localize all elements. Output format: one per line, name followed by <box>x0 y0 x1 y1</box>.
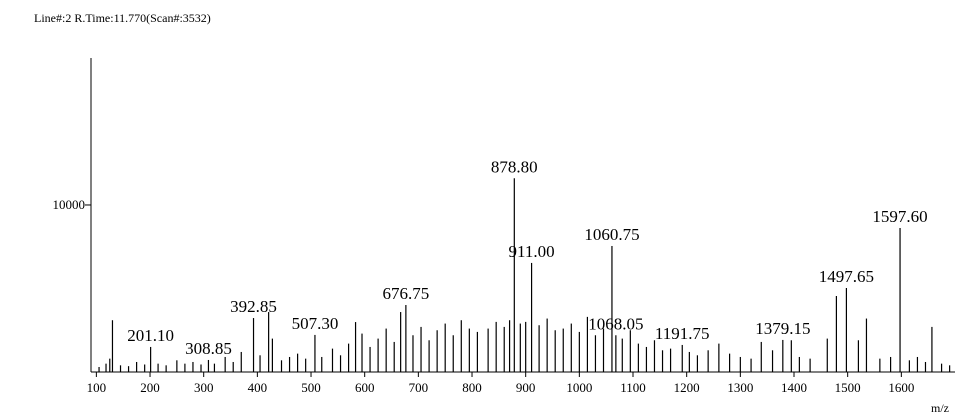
peak-label: 1068.05 <box>588 314 643 333</box>
x-tick-label: 1400 <box>781 380 807 395</box>
peak-label: 1060.75 <box>584 225 639 244</box>
x-tick-label: 700 <box>409 380 429 395</box>
peak-label: 1497.65 <box>819 267 874 286</box>
peak-label: 1379.15 <box>755 319 810 338</box>
peak-label: 507.30 <box>292 314 339 333</box>
x-tick-label: 1300 <box>727 380 753 395</box>
peak-label: 878.80 <box>491 157 538 176</box>
x-axis-label: m/z <box>931 401 949 415</box>
peak-label: 1191.75 <box>655 324 710 343</box>
x-tick-label: 900 <box>516 380 536 395</box>
header: Line#:2 R.Time:11.770(Scan#:3532) <box>34 11 211 25</box>
x-tick-label: 800 <box>462 380 482 395</box>
x-tick-label: 600 <box>355 380 375 395</box>
x-tick-label: 400 <box>248 380 268 395</box>
peak-label: 392.85 <box>230 297 277 316</box>
x-tick-label: 1000 <box>566 380 592 395</box>
x-tick-label: 1100 <box>620 380 646 395</box>
peak-label: 911.00 <box>509 242 555 261</box>
peak-label: 1597.60 <box>872 207 927 226</box>
peak-label: 201.10 <box>127 326 174 345</box>
y-tick-label: 10000 <box>53 197 86 212</box>
x-tick-label: 1600 <box>888 380 914 395</box>
x-tick-label: 100 <box>87 380 107 395</box>
x-tick-label: 200 <box>140 380 160 395</box>
x-tick-label: 1200 <box>674 380 700 395</box>
x-tick-label: 300 <box>194 380 214 395</box>
x-tick-label: 1500 <box>835 380 861 395</box>
peak-label: 676.75 <box>383 284 430 303</box>
x-tick-label: 500 <box>301 380 321 395</box>
peak-label: 308.85 <box>185 339 232 358</box>
